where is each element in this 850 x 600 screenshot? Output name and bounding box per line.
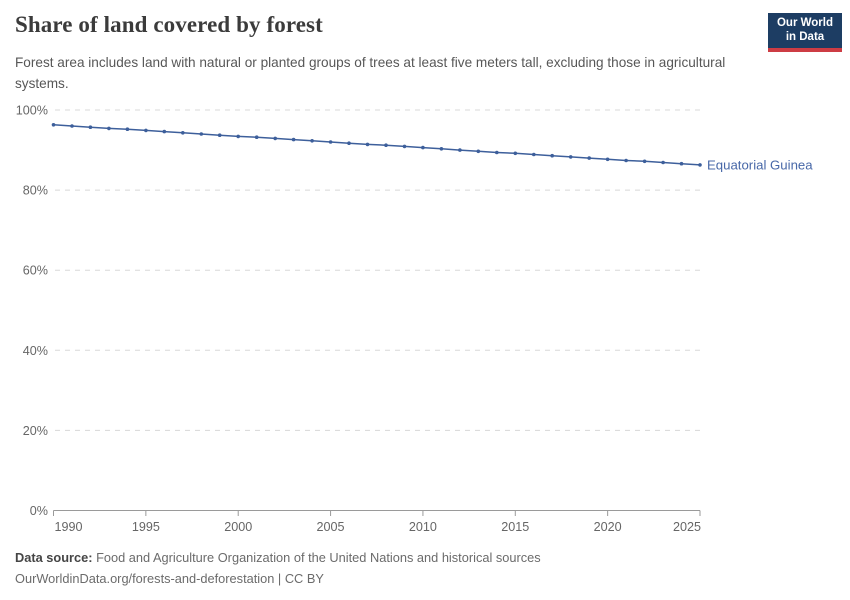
data-line (53, 124, 701, 166)
data-point[interactable] (476, 149, 481, 154)
data-point[interactable] (568, 155, 573, 159)
data-source-text: Food and Agriculture Organization of the… (92, 550, 541, 565)
data-point[interactable] (661, 160, 665, 165)
logo-line1: Our World (776, 17, 833, 29)
data-point[interactable] (181, 131, 185, 135)
data-point[interactable] (88, 125, 93, 129)
data-point[interactable] (254, 135, 259, 139)
page-title: Share of land covered by forest (15, 12, 323, 37)
data-point[interactable] (365, 142, 370, 147)
data-point[interactable] (144, 128, 148, 133)
x-tick-label: 1995 (132, 520, 160, 534)
data-point[interactable] (550, 153, 554, 158)
series-label[interactable]: Equatorial Guinea (707, 157, 813, 172)
data-point[interactable] (273, 136, 278, 141)
data-point[interactable] (642, 159, 647, 164)
data-point[interactable] (236, 134, 240, 139)
y-tick-label: 0% (30, 504, 48, 518)
data-point[interactable] (217, 133, 222, 137)
data-point[interactable] (458, 148, 462, 152)
x-tick-label: 1990 (55, 520, 83, 534)
data-point[interactable] (347, 141, 351, 145)
data-point[interactable] (125, 127, 130, 131)
x-tick-label: 2015 (501, 520, 529, 534)
y-tick-label: 20% (23, 424, 48, 438)
data-point[interactable] (513, 151, 518, 156)
logo-line2: in Data (785, 30, 825, 43)
x-tick-label: 2010 (409, 520, 437, 534)
x-tick-label: 2025 (673, 520, 701, 534)
chart-subtitle: Forest area includes land with natural o… (15, 55, 726, 91)
x-tick-label: 2020 (594, 520, 622, 534)
data-point[interactable] (107, 126, 111, 131)
y-tick-label: 60% (23, 264, 48, 278)
y-tick-label: 100% (16, 104, 48, 118)
data-point[interactable] (605, 157, 610, 162)
data-point[interactable] (162, 129, 167, 134)
data-point[interactable] (199, 132, 204, 136)
data-point[interactable] (402, 144, 407, 149)
data-point[interactable] (70, 124, 74, 128)
data-point[interactable] (384, 143, 388, 147)
y-tick-label: 40% (23, 344, 48, 358)
data-point[interactable] (495, 150, 499, 155)
data-point[interactable] (698, 163, 702, 167)
data-point[interactable] (328, 140, 333, 144)
data-point[interactable] (439, 147, 444, 151)
data-source-label: Data source: (15, 550, 93, 565)
owid-logo[interactable]: Our World in Data (768, 13, 842, 52)
owid-link-line[interactable]: OurWorldinData.org/forests-and-deforesta… (15, 571, 324, 586)
data-point[interactable] (291, 137, 296, 142)
data-point[interactable] (421, 145, 425, 150)
data-source-line: Data source: Food and Agriculture Organi… (15, 547, 541, 568)
data-point[interactable] (310, 139, 314, 143)
data-point[interactable] (587, 156, 591, 160)
x-tick-label: 2005 (317, 520, 345, 534)
chart-footer: Data source: Food and Agriculture Organi… (15, 547, 541, 589)
data-point[interactable] (532, 152, 536, 157)
x-tick-label: 2000 (224, 520, 252, 534)
data-point[interactable] (679, 161, 684, 166)
y-tick-label: 80% (23, 184, 48, 198)
data-point[interactable] (51, 123, 56, 127)
data-point[interactable] (624, 158, 628, 163)
